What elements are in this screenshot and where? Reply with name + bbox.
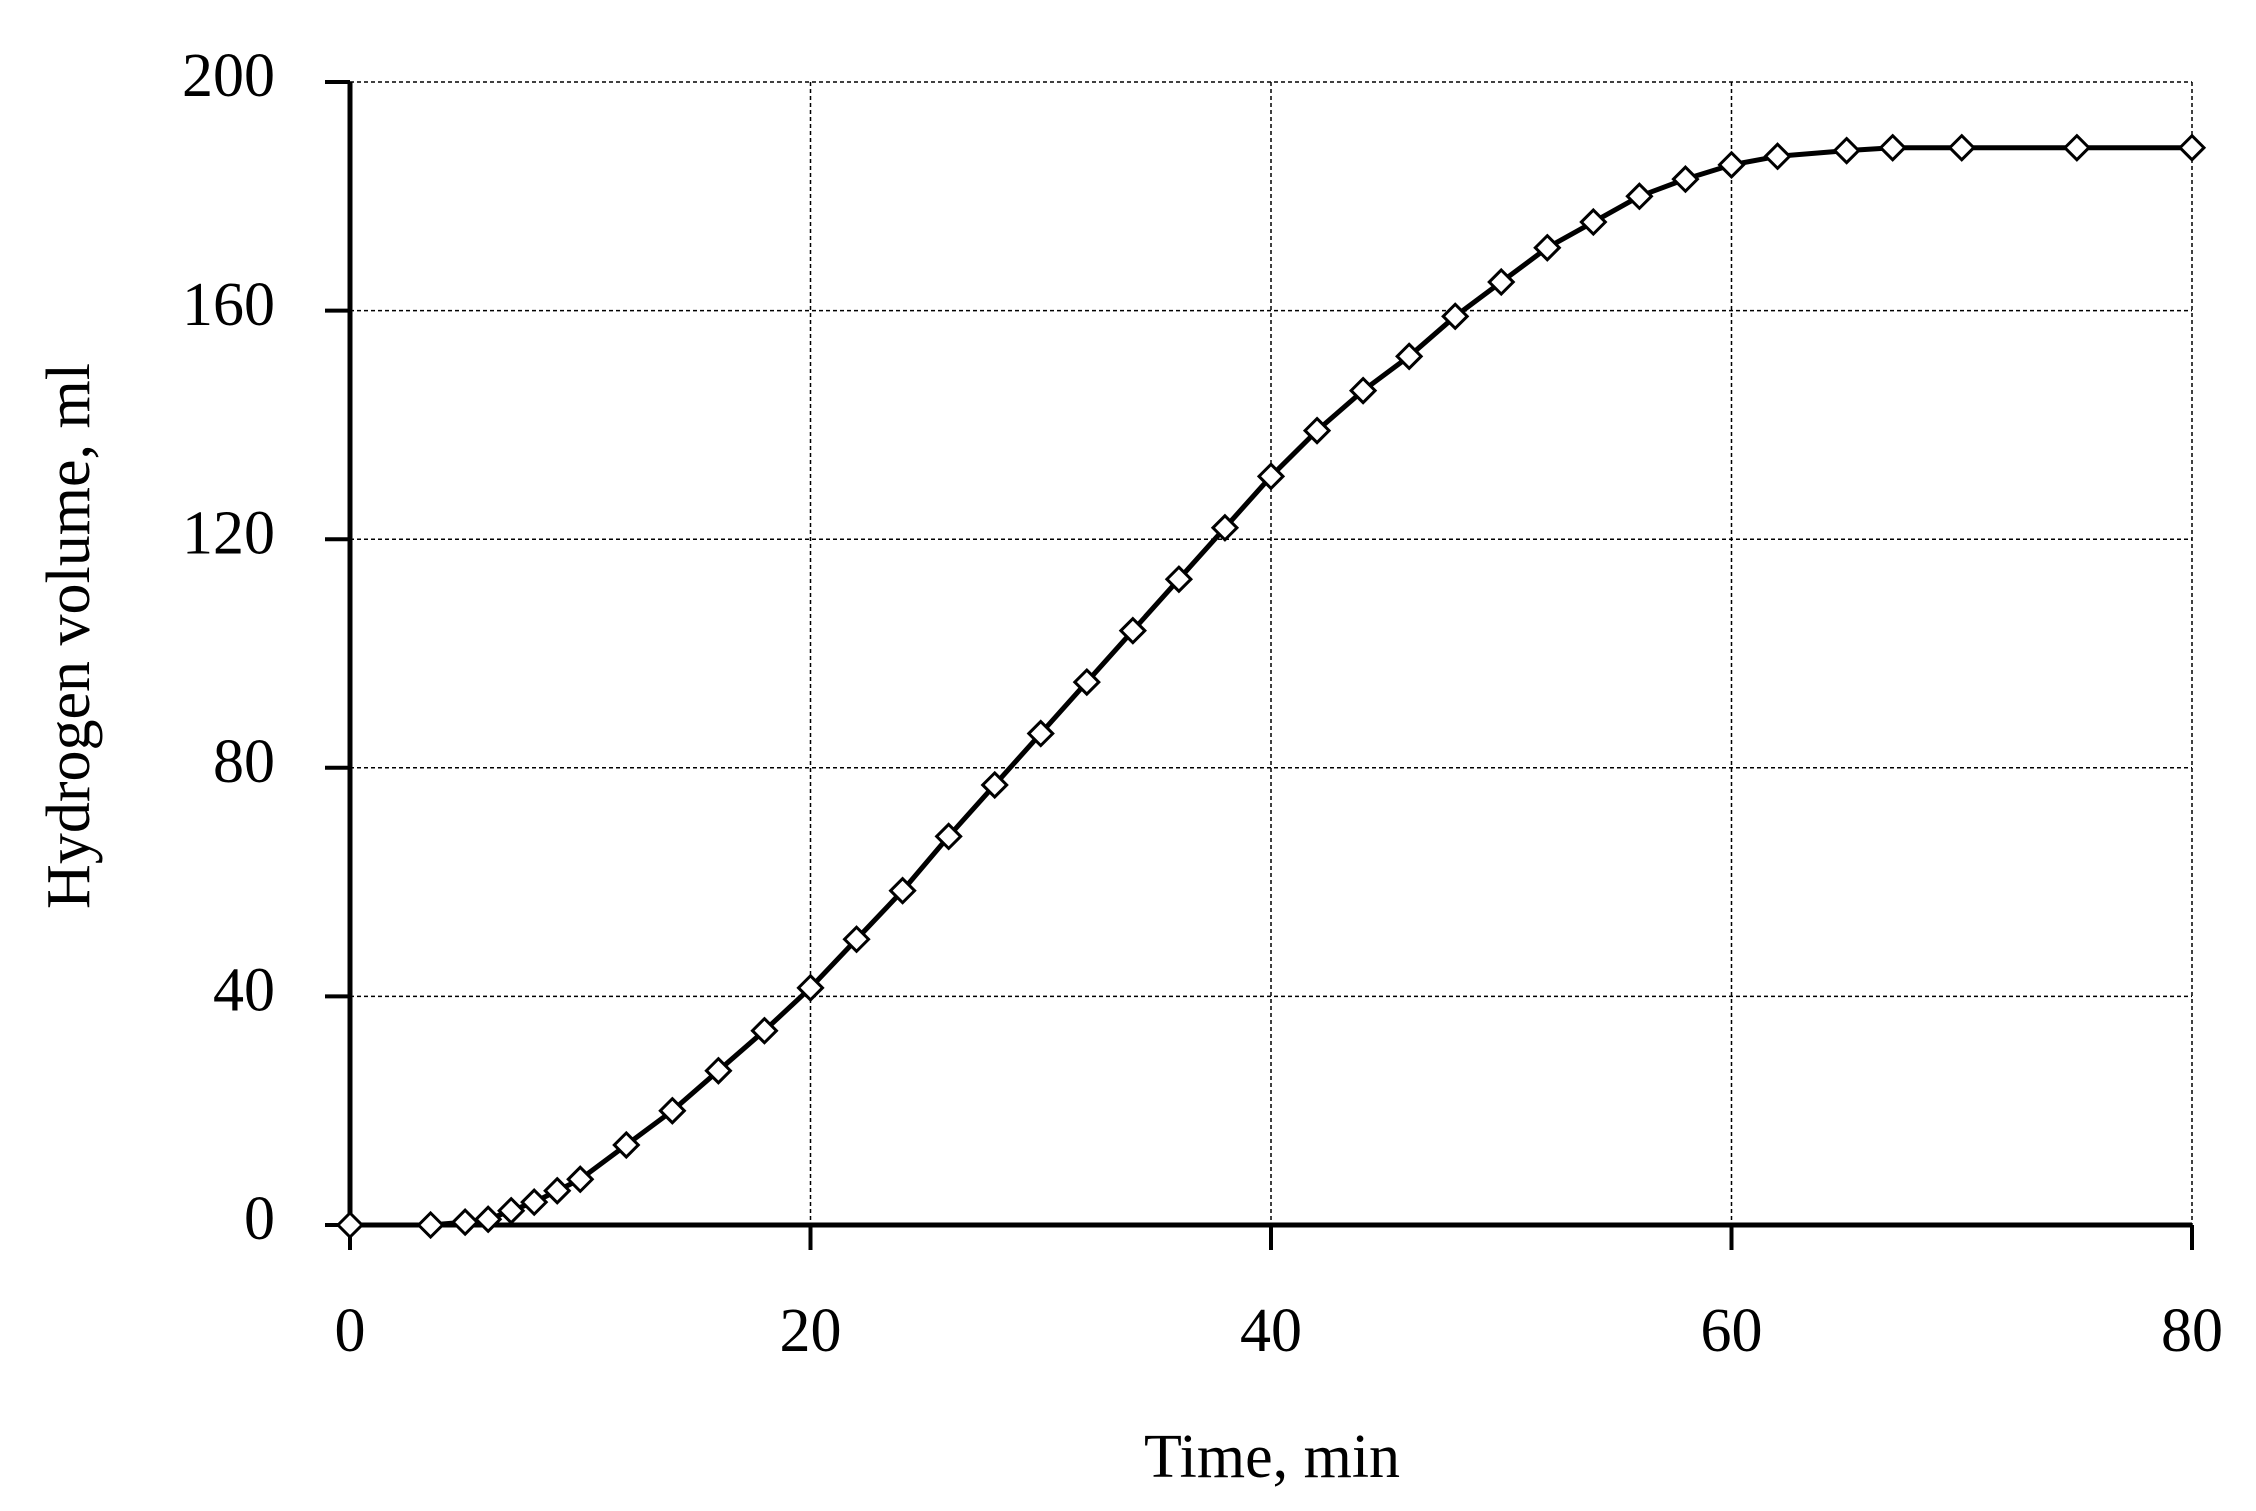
data-marker bbox=[335, 1210, 365, 1240]
data-marker bbox=[1348, 376, 1378, 405]
data-marker bbox=[1210, 513, 1240, 542]
data-marker bbox=[1441, 302, 1470, 331]
data-marker bbox=[1072, 667, 1101, 697]
y-axis-label: Hydrogen volume, ml bbox=[35, 363, 103, 909]
x-tick-label: 60 bbox=[1701, 1297, 1763, 1365]
data-marker bbox=[566, 1165, 595, 1194]
data-marker bbox=[750, 1016, 779, 1045]
data-marker bbox=[1832, 136, 1861, 165]
data-marker bbox=[1878, 133, 1907, 162]
y-tick-label: 200 bbox=[182, 42, 275, 110]
y-tick-label: 120 bbox=[182, 499, 275, 567]
data-marker bbox=[1026, 719, 1055, 748]
x-tick-label: 20 bbox=[780, 1297, 842, 1365]
data-marker bbox=[658, 1096, 687, 1125]
x-tick-label: 40 bbox=[1240, 1297, 1302, 1365]
data-marker bbox=[416, 1210, 445, 1240]
data-marker bbox=[888, 876, 917, 905]
data-marker bbox=[1579, 207, 1608, 237]
data-marker bbox=[842, 925, 871, 954]
y-tick-label: 40 bbox=[213, 957, 275, 1025]
data-marker bbox=[1533, 233, 1562, 262]
data-marker bbox=[1671, 165, 1700, 194]
data-marker bbox=[1717, 150, 1746, 179]
data-marker bbox=[451, 1208, 480, 1237]
data-marker bbox=[1395, 342, 1424, 371]
y-tick-label: 80 bbox=[213, 728, 275, 796]
data-marker bbox=[474, 1205, 503, 1234]
data-marker bbox=[1118, 616, 1147, 645]
data-marker bbox=[980, 770, 1009, 800]
data-marker bbox=[1947, 133, 1976, 162]
x-axis-label: Time, min bbox=[1144, 1423, 1400, 1491]
data-marker bbox=[2177, 133, 2207, 162]
data-marker bbox=[934, 822, 963, 851]
data-marker bbox=[1256, 462, 1286, 491]
data-marker bbox=[497, 1196, 526, 1225]
data-marker bbox=[796, 973, 825, 1002]
data-marker bbox=[1763, 142, 1792, 171]
x-tick-label: 0 bbox=[335, 1297, 366, 1365]
data-marker bbox=[1487, 267, 1516, 297]
data-marker bbox=[1302, 416, 1332, 445]
data-marker bbox=[612, 1130, 641, 1160]
y-tick-label: 160 bbox=[182, 271, 275, 339]
data-marker bbox=[543, 1176, 572, 1205]
x-tick-label: 80 bbox=[2161, 1297, 2223, 1365]
data-marker bbox=[2062, 133, 2092, 162]
data-marker bbox=[520, 1188, 549, 1217]
data-marker bbox=[1164, 565, 1194, 594]
y-tick-label: 0 bbox=[244, 1185, 275, 1253]
data-marker bbox=[1625, 182, 1654, 211]
data-marker bbox=[704, 1056, 733, 1085]
